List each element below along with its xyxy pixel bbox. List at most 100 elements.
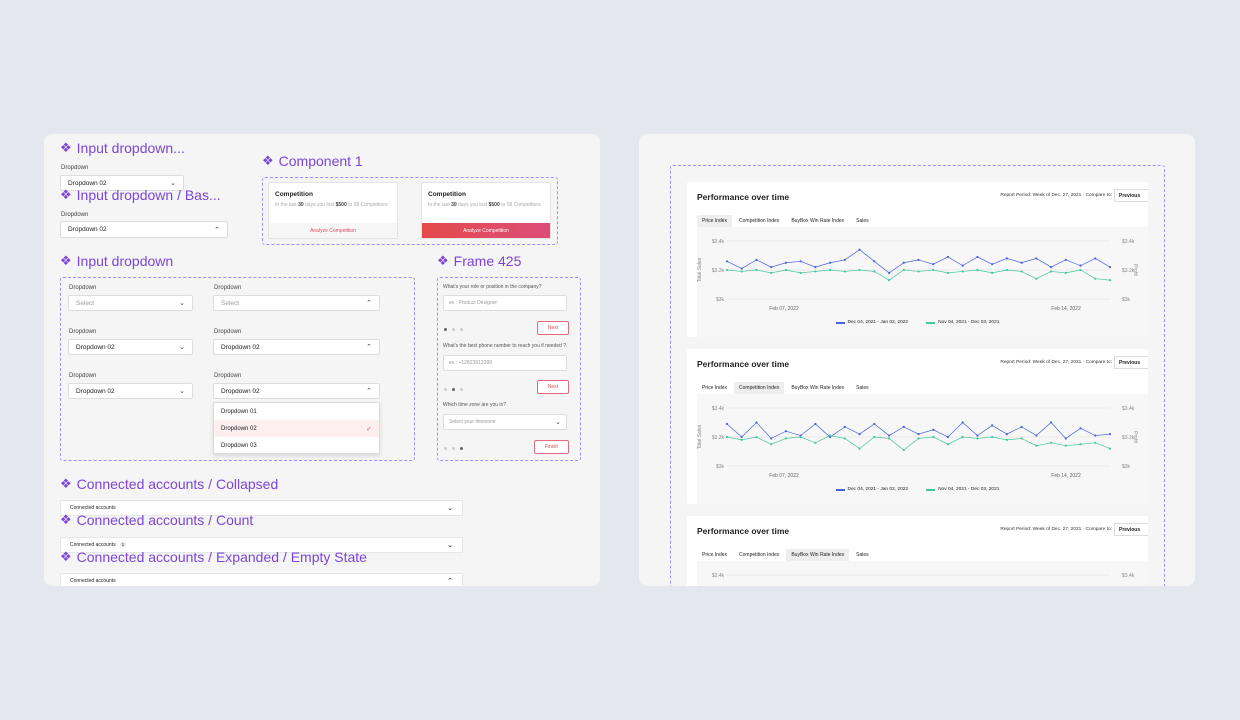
compare-select[interactable]: Previous [1114, 189, 1148, 202]
tab-1[interactable]: Competition Index [734, 382, 785, 394]
dropdown-selected[interactable]: Dropdown 02 ⌄ [68, 383, 193, 399]
data-point [1064, 271, 1067, 274]
legend-swatch [835, 488, 845, 491]
data-point [1064, 444, 1067, 447]
data-point [829, 434, 832, 437]
data-point [1049, 266, 1053, 269]
data-point [784, 261, 788, 264]
tab-2[interactable]: BuyBox Win Rate Index [786, 549, 850, 561]
dropdown-label: Dropdown [214, 329, 242, 335]
legend-swatch [926, 488, 936, 491]
component-icon: ❖ [60, 187, 72, 202]
component-icon: ❖ [262, 153, 274, 168]
data-point [1005, 268, 1008, 272]
y-tick-label-right: $3.4k [1122, 573, 1135, 579]
data-point [858, 248, 861, 251]
data-point [932, 263, 935, 266]
data-point [991, 435, 994, 439]
data-point [814, 422, 817, 426]
tab-1[interactable]: Competition Index [739, 218, 780, 224]
data-point [1094, 434, 1097, 437]
tab-1[interactable]: Competition Index [739, 552, 780, 558]
dropdown-option[interactable]: Dropdown 03 [221, 442, 257, 449]
component-icon: ❖ [60, 549, 72, 564]
data-point [873, 422, 876, 426]
analyze-competition-button[interactable]: Analyze Competition [269, 223, 397, 238]
data-point [858, 447, 861, 450]
timezone-select[interactable]: Select your timezone ⌄ [443, 414, 567, 430]
dropdown-label: Dropdown [214, 285, 242, 291]
tab-0[interactable]: Price Index [697, 215, 733, 227]
dropdown-selected[interactable]: Dropdown 02 ⌄ [68, 339, 193, 355]
tab-3[interactable]: Sales [856, 552, 869, 558]
tab-2[interactable]: BuyBox Win Rate Index [791, 385, 845, 391]
report-period: Report Period: Week of Dec. 27, 2021 · C… [1000, 360, 1112, 365]
data-point [917, 258, 920, 261]
data-point [932, 435, 935, 439]
tab-3[interactable]: Sales [856, 385, 869, 391]
data-point [902, 425, 905, 428]
data-point [799, 271, 802, 274]
dropdown-selected-open[interactable]: Dropdown 02 ⌃ [213, 339, 380, 355]
data-point [917, 433, 920, 436]
dropdown-expanded[interactable]: Dropdown 02 ⌃ [213, 383, 380, 399]
chart-tabs: Price Index Competition Index BuyBox Win R… [697, 549, 874, 561]
competition-card: Competition In the last 30 days you lost… [421, 182, 551, 239]
data-point [725, 268, 729, 272]
chart-legend: Dec 04, 2021 - Jan 02, 2022 Nov 04, 2021 … [687, 320, 1148, 325]
section-title-frame425: ❖ Frame 425 [437, 253, 522, 269]
role-input[interactable]: ex : Product Designer [443, 295, 567, 311]
connected-accounts-collapsed[interactable]: Connected accounts ⌄ [60, 500, 463, 516]
check-icon: ✓ [366, 425, 372, 433]
connected-accounts-count[interactable]: Connected accounts 1 ⌄ [60, 537, 463, 553]
data-point [1035, 257, 1038, 260]
dropdown-option[interactable]: Dropdown 01 [221, 408, 257, 415]
data-point [843, 258, 846, 261]
connected-accounts-expanded[interactable]: Connected accounts ⌃ [60, 573, 463, 586]
tab-3[interactable]: Sales [856, 218, 869, 224]
dropdown-base[interactable]: Dropdown 02 ⌃ [60, 221, 228, 238]
chevron-down-icon: ⌄ [447, 505, 453, 512]
compare-select[interactable]: Previous [1114, 356, 1148, 369]
dropdown-option-selected[interactable]: Dropdown 02 ✓ [214, 420, 379, 437]
tab-2[interactable]: BuyBox Win Rate Index [791, 218, 845, 224]
component-icon: ❖ [437, 253, 449, 268]
section-title-input-dropdown: ❖ Input dropdown [60, 253, 174, 269]
data-point [740, 435, 743, 439]
analyze-competition-button[interactable]: Analyze Competition [422, 223, 550, 238]
step-dots [444, 388, 463, 391]
count-badge: 1 [119, 542, 127, 547]
data-point [1079, 268, 1082, 272]
y-tick-label-left: $3.2k [712, 435, 725, 441]
chevron-up-icon: ⌃ [366, 388, 372, 395]
data-point [917, 437, 920, 440]
tab-0[interactable]: Price Index [702, 552, 728, 558]
next-button[interactable]: Next [537, 380, 569, 394]
legend-item: Nov 04, 2021 - Dec 03, 2021 [926, 487, 999, 492]
question-timezone: Which time zone are you in? [443, 402, 507, 408]
data-point [1108, 447, 1112, 450]
data-point [991, 263, 994, 266]
charts-panel: Performance over time Report Period: Week… [639, 134, 1195, 586]
dropdown-label: Dropdown [69, 373, 97, 379]
data-point [1049, 270, 1053, 273]
compare-select[interactable]: Previous [1114, 523, 1148, 536]
data-point [1064, 258, 1067, 261]
dropdown-placeholder-open[interactable]: Select ⌃ [213, 295, 380, 311]
phone-input[interactable]: ex : +12823912399 [443, 355, 567, 371]
data-point [843, 425, 846, 428]
data-point [961, 435, 964, 439]
y-tick-label-right: $3k [1122, 297, 1131, 303]
y-axis-label-right: Profit [1132, 264, 1138, 276]
section-title-connected-collapsed: ❖ Connected accounts / Collapsed [60, 476, 279, 492]
dropdown-placeholder[interactable]: Select ⌄ [68, 295, 193, 311]
next-button[interactable]: Next [537, 321, 569, 335]
legend-swatch [926, 321, 936, 324]
finish-button[interactable]: Finish [534, 440, 569, 454]
data-point [902, 261, 905, 264]
dropdown-collapsed[interactable]: Dropdown 02 ⌄ [60, 175, 184, 191]
data-point [887, 279, 891, 282]
data-point [1079, 443, 1082, 446]
tab-0[interactable]: Price Index [702, 385, 728, 391]
performance-card: Performance over time Report Period: Week… [687, 182, 1148, 337]
